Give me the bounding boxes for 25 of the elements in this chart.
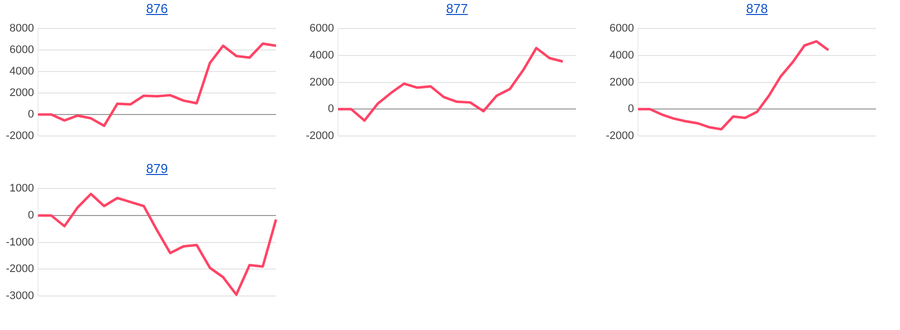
y-tick-label: 2000 [10, 87, 34, 100]
chart-title: 877 [446, 1, 468, 16]
y-tick-label: 4000 [610, 49, 634, 62]
y-tick-label: 6000 [610, 22, 634, 35]
y-tick-label: 0 [28, 209, 34, 222]
y-tick-label: 6000 [310, 22, 334, 35]
chart-title: 878 [746, 1, 768, 16]
y-tick-label: 4000 [310, 49, 334, 62]
y-tick-label: 0 [628, 103, 634, 116]
chart-title: 879 [146, 161, 168, 176]
y-tick-label: 4000 [10, 66, 34, 78]
y-tick-label: 1000 [10, 182, 34, 195]
y-tick-label: -2000 [606, 130, 634, 142]
y-tick-label: -2000 [6, 130, 34, 142]
y-tick-label: -1000 [6, 236, 34, 248]
y-tick-label: 2000 [610, 76, 634, 88]
y-tick-label: 2000 [310, 76, 334, 88]
y-tick-label: -2000 [6, 263, 34, 276]
y-tick-label: -2000 [306, 130, 334, 142]
y-tick-label: 8000 [10, 22, 34, 35]
y-tick-label: -3000 [6, 290, 34, 302]
y-tick-label: 6000 [10, 44, 34, 56]
y-tick-label: 0 [28, 108, 34, 121]
chart-title: 876 [146, 1, 168, 16]
y-tick-label: 0 [328, 103, 334, 116]
